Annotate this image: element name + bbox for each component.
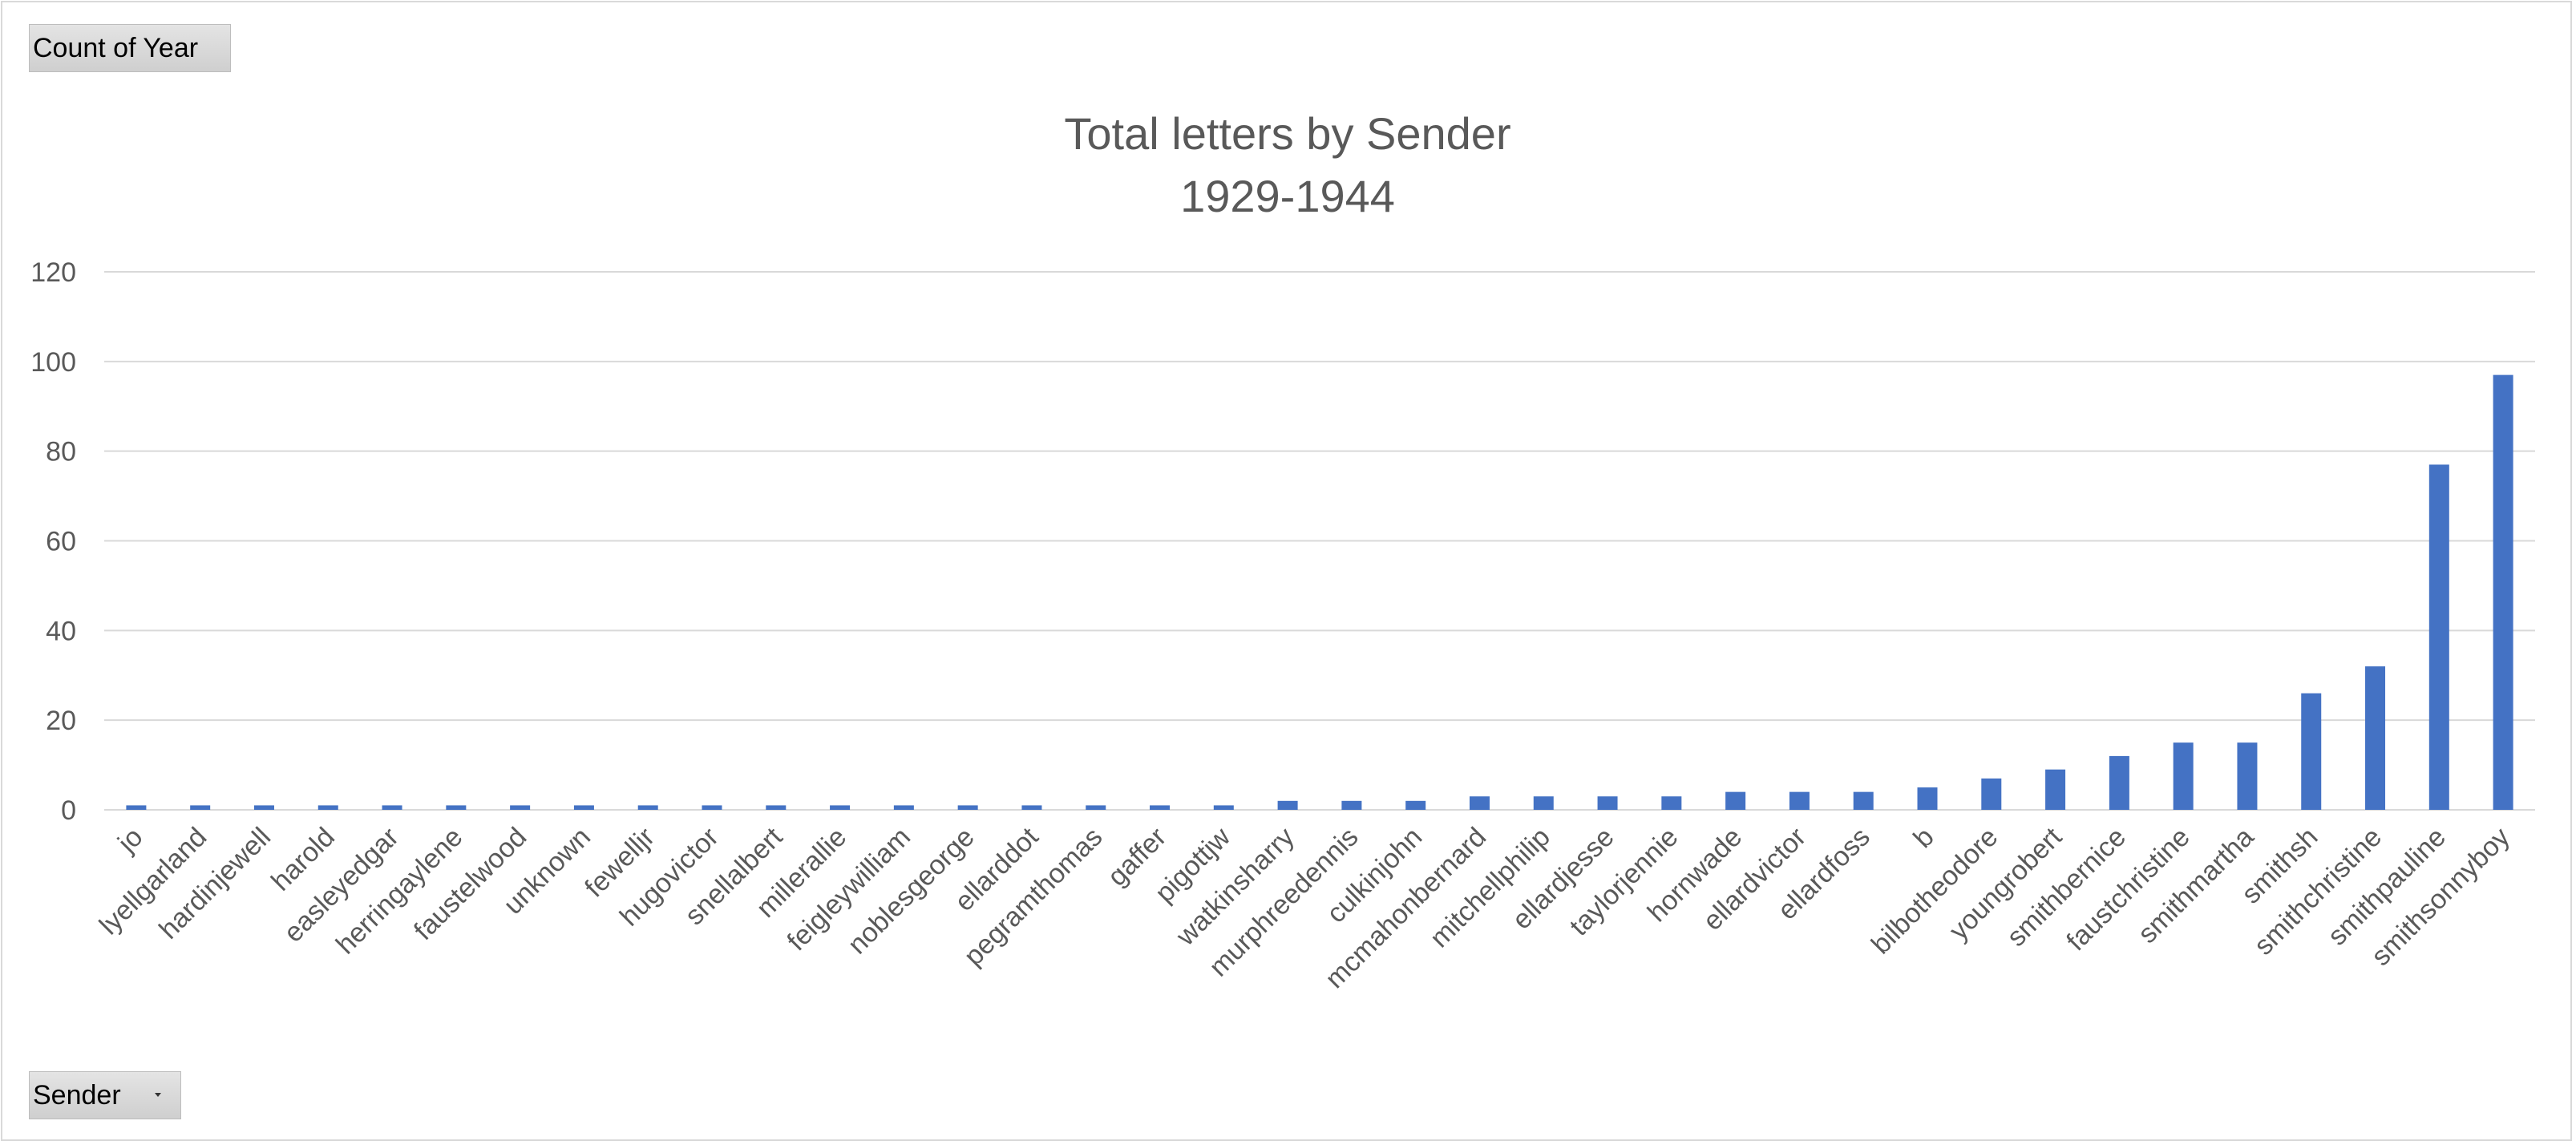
chart-title-line-1: Total letters by Sender: [1064, 108, 1510, 159]
y-tick-label: 60: [46, 527, 76, 557]
bar-gaffer[interactable]: [1150, 805, 1171, 810]
bar-culkinjohn[interactable]: [1405, 800, 1426, 810]
dropdown-arrow-icon[interactable]: [155, 1093, 161, 1097]
bar-taylorjennie[interactable]: [1661, 796, 1682, 810]
bar-hardinjewell[interactable]: [253, 805, 274, 810]
bar-bilbotheodore[interactable]: [1981, 778, 2002, 810]
bar-mitchellphilip[interactable]: [1533, 796, 1554, 810]
bar-faustelwood[interactable]: [510, 805, 531, 810]
chart-title-line-2: 1929-1944: [1180, 171, 1395, 221]
value-field-button[interactable]: Count of Year: [29, 24, 231, 72]
bar-smithsh[interactable]: [2301, 693, 2322, 810]
bar-jo[interactable]: [126, 805, 147, 810]
bar-b[interactable]: [1917, 787, 1938, 810]
bar-watkinsharry[interactable]: [1277, 800, 1298, 810]
y-tick-label: 40: [46, 616, 76, 646]
y-tick-label: 0: [61, 795, 76, 826]
bar-easleyedgar[interactable]: [382, 805, 402, 810]
bar-snellalbert[interactable]: [766, 805, 787, 810]
x-tick-label: b: [1907, 822, 1939, 854]
bars: [126, 374, 2513, 810]
bar-fewelljr[interactable]: [637, 805, 658, 810]
bar-ellardjesse[interactable]: [1597, 796, 1618, 810]
gridlines: [104, 271, 2535, 811]
bar-pegramthomas[interactable]: [1086, 805, 1106, 810]
bar-unknown[interactable]: [573, 805, 594, 810]
x-axis-labels: jolyellgarlandhardinjewellharoldeasleyed…: [94, 821, 2516, 994]
bar-mcmahonbernard[interactable]: [1469, 796, 1490, 810]
bar-millerallie[interactable]: [830, 805, 851, 810]
bar-murphreedennis[interactable]: [1341, 800, 1362, 810]
bar-youngrobert[interactable]: [2045, 769, 2066, 810]
bar-faustchristine[interactable]: [2173, 742, 2194, 810]
bar-hugovictor[interactable]: [702, 805, 722, 810]
bar-ellardfoss[interactable]: [1853, 791, 1874, 810]
x-tick-label: jo: [111, 822, 148, 859]
bar-smithmartha[interactable]: [2237, 742, 2258, 810]
axis-field-label: Sender: [33, 1079, 121, 1111]
bar-smithbernice[interactable]: [2109, 755, 2129, 810]
bar-smithpauline[interactable]: [2428, 464, 2449, 810]
y-tick-label: 20: [46, 706, 76, 736]
bar-feigleywilliam[interactable]: [893, 805, 914, 810]
bar-hornwade[interactable]: [1725, 791, 1746, 810]
bar-herringaylene[interactable]: [446, 805, 467, 810]
y-tick-label: 80: [46, 437, 76, 467]
bar-harold[interactable]: [317, 805, 338, 810]
y-tick-label: 120: [30, 257, 76, 288]
bar-smithsonnyboy[interactable]: [2493, 374, 2513, 810]
y-axis-ticks: 0 20 40 60 80 100 120: [30, 257, 76, 826]
y-tick-label: 100: [30, 347, 76, 378]
bar-ellardvictor[interactable]: [1789, 791, 1810, 810]
bar-lyellgarland[interactable]: [190, 805, 211, 810]
bar-noblesgeorge[interactable]: [957, 805, 978, 810]
value-field-label: Count of Year: [33, 32, 199, 63]
bar-pigottjw[interactable]: [1213, 805, 1234, 810]
bar-smithchristine[interactable]: [2365, 666, 2386, 810]
bar-ellarddot[interactable]: [1021, 805, 1042, 810]
axis-field-button[interactable]: Sender: [29, 1071, 181, 1119]
